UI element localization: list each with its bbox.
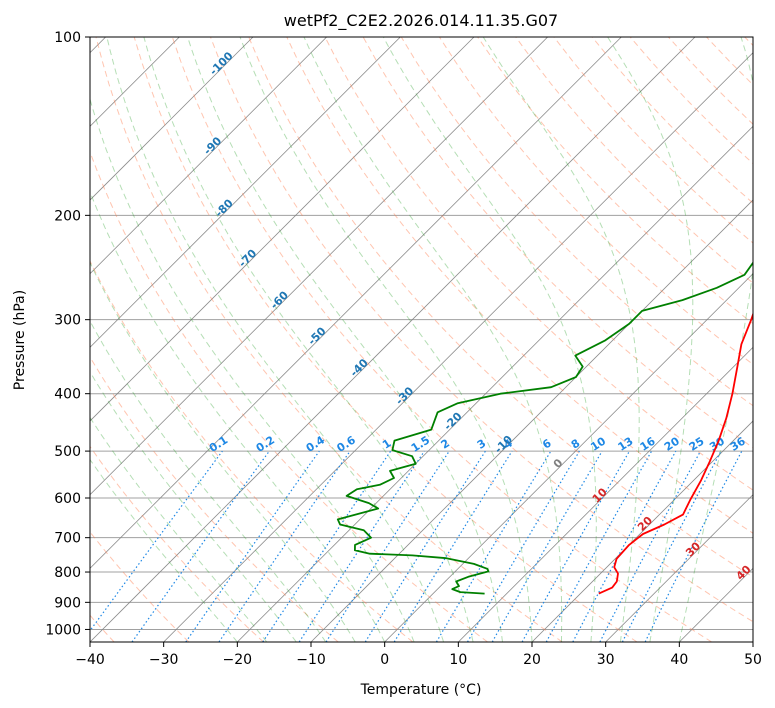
mixing-ratio-line (185, 450, 320, 642)
dry-adiabat (210, 37, 753, 623)
moist-adiabat (239, 37, 533, 642)
moist-adiabat (187, 37, 503, 642)
moist-adiabat (90, 190, 386, 642)
x-tick-label: 10 (449, 652, 467, 668)
isotherm-line (90, 37, 696, 642)
dry-adiabat (286, 37, 753, 534)
moist-adiabat (678, 37, 753, 642)
isobar-gridlines (90, 37, 753, 630)
dry-adiabat (171, 37, 712, 642)
dewpoint-trace (336, 257, 753, 595)
plot-frame (89, 36, 754, 643)
x-tick-label: 30 (597, 652, 615, 668)
mixing-ratio-line (262, 450, 392, 642)
mixing-ratio-line (393, 450, 513, 642)
x-tick-label: 50 (744, 652, 762, 668)
x-axis-label: Temperature (°C) (360, 682, 482, 698)
moist-adiabat (90, 458, 238, 642)
moist-adiabat (482, 37, 640, 642)
moist-adiabat (607, 37, 694, 642)
y-tick-label: 700 (54, 531, 81, 547)
y-tick-label: 800 (54, 565, 81, 581)
moist-adiabat (90, 97, 415, 642)
y-tick-label: 300 (54, 313, 81, 329)
y-tick-label: 500 (54, 444, 81, 460)
isotherm-line (237, 125, 753, 642)
mixing-ratio-line (521, 450, 631, 642)
isotherm-line (310, 199, 753, 642)
moist-adiabats (90, 37, 753, 642)
x-tick-label: 20 (523, 652, 541, 668)
moist-adiabat (106, 37, 445, 642)
y-tick-label: 100 (54, 30, 81, 46)
moist-adiabat (90, 416, 268, 642)
moist-adiabat (382, 37, 597, 642)
dry-adiabat (248, 37, 753, 578)
x-axis-ticks: −40 −30 −20 −10 0 10 20 30 40 50 (75, 642, 762, 668)
dry-adiabat (90, 259, 414, 642)
x-tick-label: 0 (380, 652, 389, 668)
moist-adiabat (90, 370, 297, 642)
mixing-ratio-line (325, 450, 450, 642)
mixing-ratio-line (131, 450, 270, 642)
chart-title: wetPf2_C2E2.2026.014.11.35.G07 (284, 11, 558, 31)
y-tick-label: 400 (54, 387, 81, 403)
isotherm-line (163, 52, 753, 642)
mixing-ratio-line (545, 450, 653, 642)
isotherm-line (90, 37, 254, 201)
moist-adiabat (90, 261, 356, 642)
isotherm-line (458, 346, 753, 642)
mixing-ratio-line (572, 450, 677, 642)
isotherm-line (90, 37, 622, 569)
mixing-ratio-line (298, 450, 425, 642)
isotherm-line (90, 37, 475, 422)
y-tick-label: 600 (54, 491, 81, 507)
x-tick-label: 40 (670, 652, 688, 668)
y-axis-ticks: 1000 900 800 700 600 500 400 300 200 100 (45, 30, 90, 638)
background-lines (90, 37, 753, 642)
mixing-ratio-line (644, 450, 743, 642)
moist-adiabat (303, 37, 563, 642)
x-tick-label: −30 (149, 652, 179, 668)
x-tick-label: −20 (223, 652, 253, 668)
dry-adiabat (515, 37, 753, 284)
x-tick-label: −40 (75, 652, 105, 668)
dry-adiabat (133, 37, 638, 642)
moist-adiabat (90, 320, 327, 642)
isotherm-line (90, 37, 327, 275)
isotherm-line (90, 37, 548, 496)
mixing-ratio-line (90, 450, 223, 632)
y-tick-label: 200 (54, 208, 81, 224)
mixing-ratio-lines (90, 450, 743, 642)
sounding-traces (336, 257, 753, 595)
x-tick-label: −10 (296, 652, 326, 668)
y-tick-label: 900 (54, 595, 81, 611)
dry-adiabats (90, 37, 753, 642)
dry-adiabat (95, 37, 563, 642)
mixing-ratio-line (218, 450, 351, 642)
dry-adiabat (90, 356, 339, 642)
temperature-trace (598, 311, 753, 595)
isotherm-line (605, 494, 753, 642)
dry-adiabat (324, 37, 753, 491)
moist-adiabat (143, 37, 474, 642)
dry-adiabat (90, 445, 264, 642)
y-axis-label: Pressure (hPa) (12, 290, 28, 390)
isotherm-line (384, 273, 753, 642)
isotherm-line (90, 37, 401, 348)
y-tick-label: 1000 (45, 622, 81, 638)
